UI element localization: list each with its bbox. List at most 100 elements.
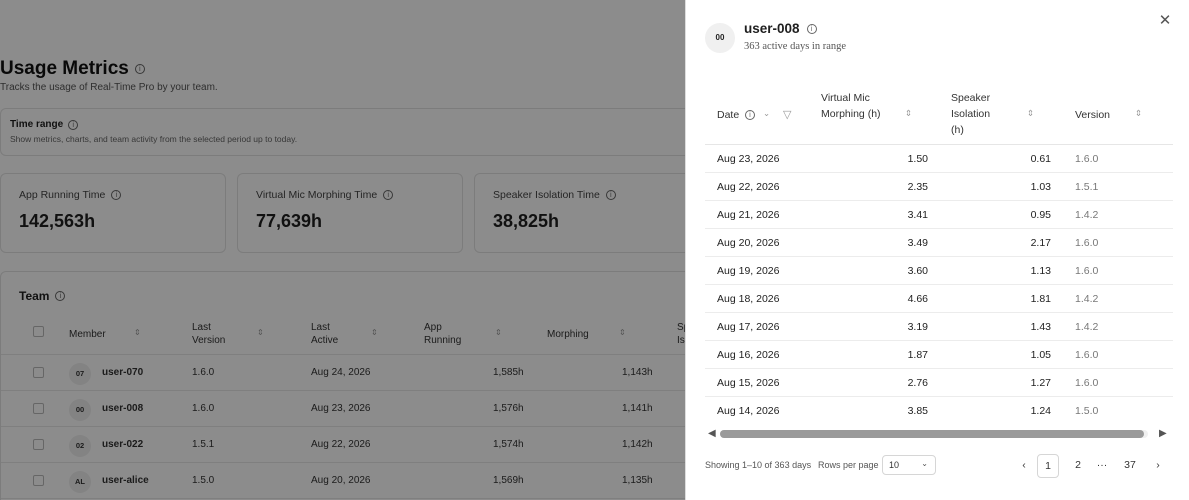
info-icon[interactable]: i bbox=[806, 23, 817, 34]
row-morphing: 3.60 bbox=[907, 265, 928, 277]
page-subtitle: Tracks the usage of Real-Time Pro by you… bbox=[0, 82, 218, 93]
sort-icon[interactable]: ⇕ bbox=[495, 328, 502, 337]
drawer-title: user-008 i bbox=[744, 21, 817, 36]
speaker-header[interactable]: Sp Is bbox=[677, 322, 689, 346]
table-row: Aug 14, 2026 3.85 1.24 1.5.0 bbox=[705, 397, 1173, 425]
row-version: 1.5.0 bbox=[1075, 405, 1099, 417]
info-icon[interactable]: i bbox=[111, 190, 122, 200]
close-icon[interactable]: ✕ bbox=[1158, 12, 1172, 29]
scroll-right-icon[interactable]: ▶ bbox=[1159, 428, 1167, 439]
sort-icon[interactable]: ⇕ bbox=[1027, 108, 1035, 118]
user-detail-drawer: ✕ 00 user-008 i 363 active days in range… bbox=[685, 0, 1189, 500]
row-checkbox[interactable] bbox=[33, 475, 44, 486]
info-icon[interactable]: i bbox=[55, 291, 66, 301]
info-icon[interactable]: i bbox=[745, 110, 755, 120]
last-version: 1.5.1 bbox=[192, 439, 215, 450]
sort-icon[interactable]: ⇕ bbox=[619, 328, 626, 337]
member-name: user-alice bbox=[102, 475, 149, 486]
horizontal-scrollbar[interactable] bbox=[720, 430, 1148, 438]
morphing: 1,143h bbox=[622, 367, 653, 378]
row-isolation: 1.13 bbox=[1030, 265, 1051, 277]
row-date: Aug 15, 2026 bbox=[717, 377, 780, 389]
chevron-right-icon[interactable]: › bbox=[1156, 459, 1160, 471]
app-running-time-card: App Running Time i 142,563h bbox=[0, 173, 226, 253]
table-row[interactable]: 02 user-022 1.5.1 Aug 22, 2026 1,574h 1,… bbox=[1, 427, 721, 463]
table-row[interactable]: 07 user-070 1.6.0 Aug 24, 2026 1,585h 1,… bbox=[1, 355, 721, 391]
app-running: 1,585h bbox=[493, 367, 524, 378]
row-morphing: 4.66 bbox=[907, 293, 928, 305]
time-range-title: Time range i bbox=[10, 119, 690, 130]
table-row: Aug 16, 2026 1.87 1.05 1.6.0 bbox=[705, 341, 1173, 369]
sort-icon[interactable]: ⇕ bbox=[257, 328, 264, 337]
row-isolation: 0.95 bbox=[1030, 209, 1051, 221]
app-running-header[interactable]: App Running bbox=[424, 322, 462, 346]
row-version: 1.6.0 bbox=[1075, 349, 1099, 361]
page-button-2[interactable]: 2 bbox=[1075, 459, 1081, 471]
card-label: Virtual Mic Morphing Time i bbox=[256, 189, 444, 201]
version-header[interactable]: Version bbox=[1075, 109, 1111, 121]
last-version-header[interactable]: Last Version bbox=[192, 322, 226, 346]
card-label-text: Speaker Isolation Time bbox=[493, 189, 600, 201]
card-value: 38,825h bbox=[493, 211, 560, 231]
info-icon[interactable]: i bbox=[68, 119, 79, 130]
row-isolation: 1.27 bbox=[1030, 377, 1051, 389]
filter-icon[interactable]: ▽ bbox=[783, 109, 792, 121]
row-version: 1.6.0 bbox=[1075, 153, 1099, 165]
last-active-header[interactable]: Last Active bbox=[311, 322, 339, 346]
row-morphing: 1.87 bbox=[907, 349, 928, 361]
row-isolation: 1.05 bbox=[1030, 349, 1051, 361]
info-icon[interactable]: i bbox=[134, 64, 145, 74]
card-value: 77,639h bbox=[256, 211, 323, 231]
row-morphing: 3.85 bbox=[907, 405, 928, 417]
row-isolation: 1.81 bbox=[1030, 293, 1051, 305]
member-header[interactable]: Member bbox=[69, 329, 106, 340]
app-running: 1,569h bbox=[493, 475, 524, 486]
info-icon[interactable]: i bbox=[605, 190, 616, 200]
row-checkbox[interactable] bbox=[33, 439, 44, 450]
row-date: Aug 21, 2026 bbox=[717, 209, 780, 221]
chevron-down-icon[interactable]: ⌄ bbox=[763, 108, 771, 118]
morphing: 1,142h bbox=[622, 439, 653, 450]
table-row: Aug 20, 2026 3.49 2.17 1.6.0 bbox=[705, 229, 1173, 257]
time-range-label: Time range bbox=[10, 119, 64, 130]
row-morphing: 3.41 bbox=[907, 209, 928, 221]
member-name: user-008 bbox=[102, 403, 144, 414]
sort-icon[interactable]: ⇕ bbox=[134, 328, 141, 337]
isolation-header[interactable]: Speaker Isolation (h) bbox=[951, 92, 991, 136]
row-morphing: 3.19 bbox=[907, 321, 928, 333]
app-running: 1,574h bbox=[493, 439, 524, 450]
sort-icon[interactable]: ⇕ bbox=[905, 108, 913, 118]
avatar: 07 bbox=[69, 363, 91, 385]
select-all-checkbox[interactable] bbox=[33, 326, 44, 337]
page-button-1[interactable]: 1 bbox=[1037, 454, 1059, 478]
info-icon[interactable]: i bbox=[383, 190, 394, 200]
row-date: Aug 19, 2026 bbox=[717, 265, 780, 277]
row-isolation: 1.03 bbox=[1030, 181, 1051, 193]
sort-icon[interactable]: ⇕ bbox=[371, 328, 378, 337]
sort-icon[interactable]: ⇕ bbox=[1135, 108, 1143, 118]
row-checkbox[interactable] bbox=[33, 367, 44, 378]
table-row[interactable]: AL user-alice 1.5.0 Aug 20, 2026 1,569h … bbox=[1, 463, 721, 499]
page-button-37[interactable]: 37 bbox=[1124, 459, 1136, 471]
rows-per-page-value: 10 bbox=[889, 460, 900, 470]
rows-per-page-select[interactable]: 10 ⌄ bbox=[882, 455, 936, 475]
morphing-header[interactable]: Morphing bbox=[547, 329, 589, 340]
last-active: Aug 20, 2026 bbox=[311, 475, 371, 486]
row-date: Aug 14, 2026 bbox=[717, 405, 780, 417]
card-value: 142,563h bbox=[19, 211, 96, 231]
morphing-header[interactable]: Virtual Mic Morphing (h) bbox=[821, 92, 881, 120]
table-row[interactable]: 00 user-008 1.6.0 Aug 23, 2026 1,576h 1,… bbox=[1, 391, 721, 427]
last-version: 1.5.0 bbox=[192, 475, 215, 486]
row-morphing: 2.76 bbox=[907, 377, 928, 389]
team-table-header: Member ⇕ Last Version ⇕ Last Active ⇕ Ap… bbox=[1, 315, 721, 355]
date-header[interactable]: Date bbox=[717, 109, 740, 121]
scroll-left-icon[interactable]: ◀ bbox=[708, 428, 716, 439]
row-version: 1.6.0 bbox=[1075, 377, 1099, 389]
table-row: Aug 23, 2026 1.50 0.61 1.6.0 bbox=[705, 145, 1173, 173]
card-label: App Running Time i bbox=[19, 189, 207, 201]
avatar: 00 bbox=[69, 399, 91, 421]
last-active: Aug 22, 2026 bbox=[311, 439, 371, 450]
chevron-left-icon[interactable]: ‹ bbox=[1022, 459, 1026, 471]
scrollbar-thumb[interactable] bbox=[720, 430, 1144, 438]
row-checkbox[interactable] bbox=[33, 403, 44, 414]
